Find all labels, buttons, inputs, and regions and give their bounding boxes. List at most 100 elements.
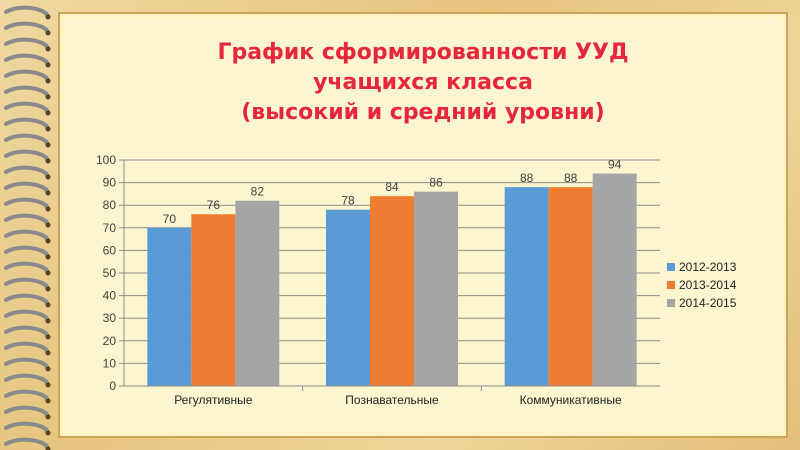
y-tick-label: 50 — [103, 266, 117, 280]
spiral-ring — [4, 309, 50, 322]
title-line-2: учащихся класса — [313, 70, 533, 95]
x-tick-label: Коммуникативные — [520, 393, 622, 407]
legend-swatch — [667, 281, 675, 289]
notebook-spiral — [4, 5, 51, 450]
spiral-hole — [45, 366, 51, 372]
bar — [235, 200, 280, 386]
y-tick-label: 40 — [103, 289, 117, 303]
bar — [414, 191, 458, 386]
spiral-hole — [45, 158, 51, 164]
spiral-hole — [45, 46, 51, 52]
y-tick-label: 0 — [109, 379, 116, 393]
spiral-ring — [4, 5, 50, 18]
title-line-3: (высокий и средний уровни) — [241, 100, 605, 125]
bar — [370, 196, 414, 386]
spiral-hole — [45, 318, 51, 324]
spiral-hole — [45, 94, 51, 100]
legend-swatch — [667, 299, 675, 307]
x-axis: Регулятивные Познавательные Коммуникативны… — [124, 385, 660, 407]
spiral-hole — [45, 382, 51, 388]
data-label: 88 — [564, 171, 578, 185]
spiral-ring — [4, 261, 50, 274]
data-label: 78 — [341, 194, 355, 208]
spiral-ring — [4, 437, 50, 450]
bar — [548, 187, 593, 386]
data-label: 76 — [207, 198, 221, 212]
spiral-hole — [45, 126, 51, 132]
y-axis: 0 10 20 30 40 50 60 70 80 90 100 — [96, 153, 125, 393]
spiral-hole — [45, 270, 51, 276]
y-tick-label: 20 — [103, 334, 117, 348]
spiral-hole — [45, 30, 51, 36]
spiral-ring — [4, 181, 50, 194]
spiral-hole — [45, 334, 51, 340]
spiral-ring — [4, 325, 50, 338]
data-label: 94 — [608, 158, 622, 172]
bar — [147, 227, 192, 386]
y-tick-label: 10 — [103, 356, 117, 370]
data-label: 86 — [429, 176, 443, 190]
y-tick-label: 80 — [103, 198, 117, 212]
data-label: 88 — [520, 171, 534, 185]
spiral-hole — [45, 110, 51, 116]
spiral-ring — [4, 389, 50, 402]
chart-title: График сформированности УУД учащихся кла… — [60, 38, 786, 128]
legend-swatch — [667, 263, 675, 271]
y-tick-label: 30 — [103, 311, 117, 325]
y-tick-label: 90 — [103, 176, 117, 190]
title-line-1: График сформированности УУД — [217, 40, 629, 65]
x-tick-label: Познавательные — [345, 393, 439, 407]
y-tick-label: 100 — [96, 153, 116, 167]
data-label: 84 — [385, 180, 399, 194]
bar — [191, 214, 236, 386]
spiral-hole — [45, 430, 51, 436]
spiral-ring — [4, 421, 50, 434]
spiral-ring — [4, 213, 50, 226]
spiral-ring — [4, 69, 50, 82]
y-tick-label: 70 — [103, 221, 117, 235]
spiral-hole — [45, 174, 51, 180]
data-labels: 70 76 82 78 84 86 88 88 94 — [163, 158, 622, 226]
spiral-hole — [45, 222, 51, 228]
spiral-hole — [45, 398, 51, 404]
spiral-hole — [45, 142, 51, 148]
spiral-ring — [4, 165, 50, 178]
y-tick-label: 60 — [103, 243, 117, 257]
spiral-ring — [4, 341, 50, 354]
spiral-ring — [4, 85, 50, 98]
legend-label: 2013-2014 — [679, 278, 737, 292]
spiral-hole — [45, 14, 51, 20]
spiral-ring — [4, 37, 50, 50]
spiral-ring — [4, 373, 50, 386]
spiral-hole — [45, 302, 51, 308]
spiral-hole — [45, 206, 51, 212]
spiral-ring — [4, 277, 50, 290]
spiral-hole — [45, 254, 51, 260]
spiral-ring — [4, 53, 50, 66]
bar — [326, 209, 370, 386]
spiral-hole — [45, 190, 51, 196]
spiral-hole — [45, 446, 51, 450]
spiral-ring — [4, 197, 50, 210]
spiral-hole — [45, 78, 51, 84]
spiral-ring — [4, 229, 50, 242]
bar — [592, 173, 637, 386]
x-tick-label: Регулятивные — [174, 393, 253, 407]
spiral-hole — [45, 62, 51, 68]
spiral-ring — [4, 117, 50, 130]
legend-label: 2014-2015 — [679, 296, 737, 310]
spiral-ring — [4, 245, 50, 258]
spiral-hole — [45, 350, 51, 356]
data-label: 70 — [163, 212, 177, 226]
spiral-ring — [4, 405, 50, 418]
bar — [504, 187, 549, 386]
spiral-ring — [4, 101, 50, 114]
spiral-hole — [45, 286, 51, 292]
legend: 2012-2013 2013-2014 2014-2015 — [667, 260, 737, 310]
spiral-ring — [4, 293, 50, 306]
bars — [147, 173, 637, 386]
spiral-ring — [4, 357, 50, 370]
spiral-ring — [4, 21, 50, 34]
spiral-hole — [45, 238, 51, 244]
